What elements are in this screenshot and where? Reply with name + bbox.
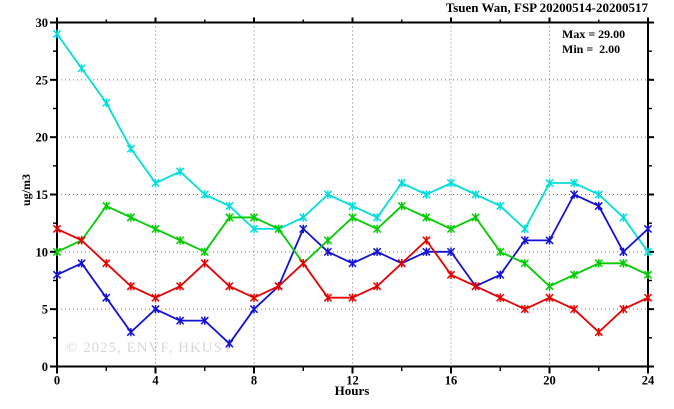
plot-border bbox=[56, 21, 649, 368]
x-tick-label: 16 bbox=[445, 374, 458, 388]
x-axis-title: Hours bbox=[334, 383, 370, 398]
x-tick-label: 8 bbox=[251, 374, 257, 388]
y-tick-label: 0 bbox=[42, 360, 48, 374]
x-tick-label: 0 bbox=[54, 374, 60, 388]
x-tick-label: 12 bbox=[346, 374, 359, 388]
series-line-red bbox=[56, 228, 649, 334]
y-tick-label: 10 bbox=[36, 245, 49, 259]
max-value-label: Max = 29.00 bbox=[562, 27, 626, 41]
y-tick-label: 5 bbox=[42, 303, 48, 317]
series-green bbox=[52, 201, 653, 291]
minmax-annotation: Max = 29.00 Min = 2.00 bbox=[562, 27, 625, 56]
series-red bbox=[52, 224, 653, 337]
tick-labels: 0 5 10 15 20 25 30 0 4 8 12 16 20 24 bbox=[36, 16, 656, 388]
y-tick-label: 20 bbox=[36, 131, 49, 145]
x-tick-label: 20 bbox=[543, 374, 556, 388]
x-tick-label: 4 bbox=[152, 374, 159, 388]
y-tick-label: 15 bbox=[36, 188, 49, 202]
chart-title: Tsuen Wan, FSP 20200514-20200517 bbox=[445, 0, 648, 15]
y-tick-label: 25 bbox=[36, 73, 49, 87]
series-markers-red bbox=[52, 224, 653, 337]
watermark: © 2025, ENVF, HKUST bbox=[66, 340, 234, 356]
y-tick-label: 30 bbox=[36, 16, 49, 30]
y-axis-title: ug/m3 bbox=[19, 174, 33, 207]
series-markers-green bbox=[52, 201, 653, 291]
min-value-label: Min = 2.00 bbox=[562, 41, 621, 56]
gridlines bbox=[57, 22, 648, 367]
x-tick-label: 24 bbox=[642, 374, 655, 388]
